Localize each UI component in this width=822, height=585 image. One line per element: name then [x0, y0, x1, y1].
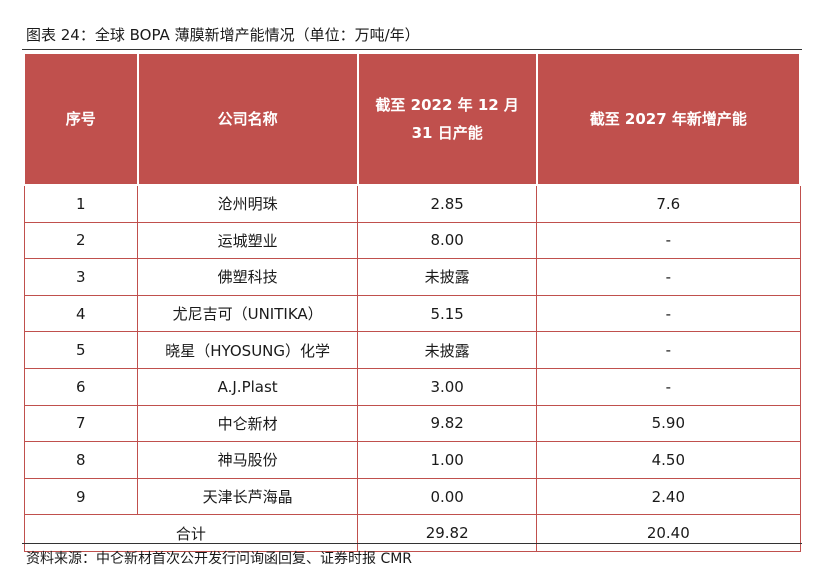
row-new-capacity-2027: -: [536, 294, 801, 333]
row-index: 9: [23, 477, 139, 516]
row-company: 佛塑科技: [137, 258, 359, 296]
table-row: 3 佛塑科技 未披露 -: [23, 258, 801, 296]
row-capacity-2022: 3.00: [357, 367, 538, 406]
row-company: 中仑新材: [137, 404, 359, 443]
row-index: 7: [23, 404, 139, 443]
total-label: 合计: [23, 514, 359, 552]
row-company: 尤尼吉可（UNITIKA）: [137, 294, 359, 333]
table-row: 9 天津长芦海晶 0.00 2.40: [23, 477, 801, 516]
row-capacity-2022: 5.15: [357, 294, 538, 333]
row-capacity-2022: 8.00: [357, 221, 538, 260]
row-index: 8: [23, 441, 139, 479]
row-index: 6: [23, 367, 139, 406]
row-capacity-2022: 未披露: [357, 331, 538, 369]
header-index: 序号: [23, 52, 139, 186]
figure-caption: 图表 24：全球 BOPA 薄膜新增产能情况（单位：万吨/年）: [22, 20, 802, 50]
table-row: 8 神马股份 1.00 4.50: [23, 441, 801, 479]
row-capacity-2022: 0.00: [357, 477, 538, 516]
row-new-capacity-2027: -: [536, 331, 801, 369]
row-new-capacity-2027: 2.40: [536, 477, 801, 516]
row-capacity-2022: 未披露: [357, 258, 538, 296]
row-new-capacity-2027: -: [536, 258, 801, 296]
row-company: 天津长芦海晶: [137, 477, 359, 516]
table-row: 5 晓星（HYOSUNG）化学 未披露 -: [23, 331, 801, 369]
row-company: 晓星（HYOSUNG）化学: [137, 331, 359, 369]
row-index: 2: [23, 221, 139, 260]
row-new-capacity-2027: 4.50: [536, 441, 801, 479]
capacity-table: 序号 公司名称 截至 2022 年 12 月 31 日产能 截至 2027 年新…: [23, 52, 802, 552]
row-capacity-2022: 1.00: [357, 441, 538, 479]
total-capacity-2022: 29.82: [357, 514, 538, 552]
row-company: 神马股份: [137, 441, 359, 479]
table-row: 1 沧州明珠 2.85 7.6: [23, 183, 801, 223]
row-new-capacity-2027: 5.90: [536, 404, 801, 443]
row-company: A.J.Plast: [137, 367, 359, 406]
row-new-capacity-2027: -: [536, 367, 801, 406]
row-index: 5: [23, 331, 139, 369]
row-capacity-2022: 2.85: [357, 183, 538, 223]
row-capacity-2022: 9.82: [357, 404, 538, 443]
source-note: 资料来源：中仑新材首次公开发行问询函回复、证券时报 CMR: [22, 543, 802, 573]
row-index: 1: [23, 183, 139, 223]
total-row: 合计 29.82 20.40: [23, 514, 801, 552]
table-row: 7 中仑新材 9.82 5.90: [23, 404, 801, 443]
header-new-capacity-2027: 截至 2027 年新增产能: [535, 52, 802, 186]
header-company: 公司名称: [136, 52, 359, 186]
row-company: 运城塑业: [137, 221, 359, 260]
total-new-capacity-2027: 20.40: [536, 514, 801, 552]
header-capacity-2022: 截至 2022 年 12 月 31 日产能: [356, 52, 538, 186]
table-row: 4 尤尼吉可（UNITIKA） 5.15-: [23, 294, 801, 333]
row-index: 4: [23, 294, 139, 333]
row-new-capacity-2027: 7.6: [536, 183, 801, 223]
table-row: 6 A.J.Plast 3.00-: [23, 367, 801, 406]
table-row: 2 运城塑业 8.00-: [23, 221, 801, 260]
table-body: 1 沧州明珠 2.85 7.6 2 运城塑业 8.00-3 佛塑科技 未披露 -4 尤尼吉可（UNI…: [23, 183, 801, 552]
row-company: 沧州明珠: [137, 183, 359, 223]
table-header-row: 序号 公司名称 截至 2022 年 12 月 31 日产能 截至 2027 年新…: [23, 52, 802, 186]
row-new-capacity-2027: -: [536, 221, 801, 260]
row-index: 3: [23, 258, 139, 296]
